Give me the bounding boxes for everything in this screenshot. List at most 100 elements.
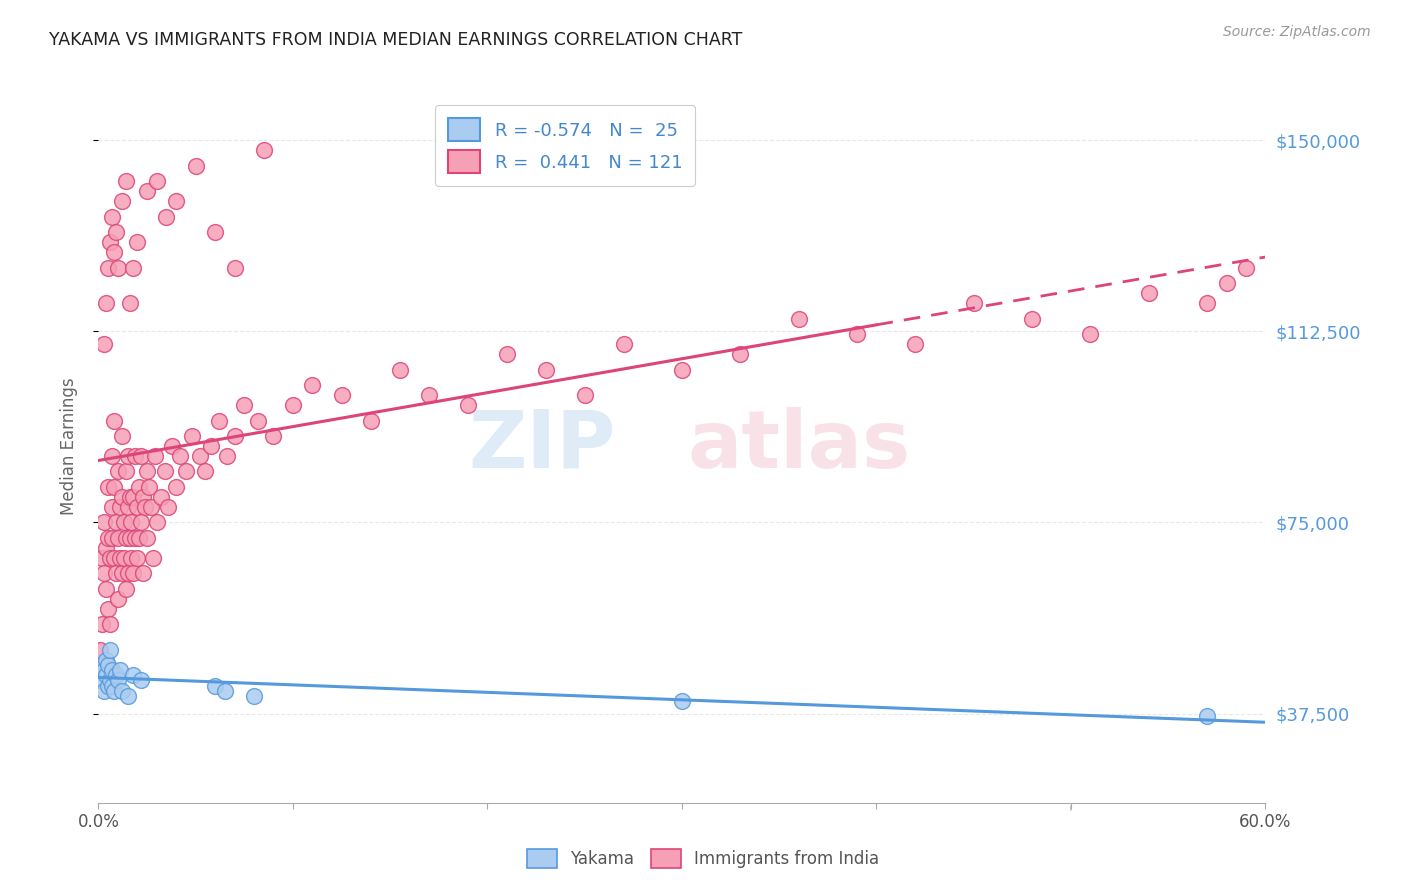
- Point: [117, 689, 139, 703]
- Point: [281, 398, 304, 412]
- Point: [165, 480, 187, 494]
- Point: [671, 362, 693, 376]
- Point: [104, 225, 127, 239]
- Point: [138, 480, 160, 494]
- Point: [97, 531, 120, 545]
- Point: [98, 551, 121, 566]
- Point: [904, 337, 927, 351]
- Text: ZIP: ZIP: [468, 407, 616, 485]
- Point: [93, 516, 115, 530]
- Point: [98, 617, 121, 632]
- Point: [103, 683, 125, 698]
- Point: [121, 551, 143, 566]
- Point: [200, 439, 222, 453]
- Point: [165, 194, 187, 209]
- Point: [101, 449, 124, 463]
- Point: [89, 673, 111, 688]
- Point: [112, 516, 135, 530]
- Point: [91, 551, 114, 566]
- Point: [101, 679, 124, 693]
- Point: [112, 551, 135, 566]
- Point: [111, 490, 134, 504]
- Point: [96, 582, 118, 596]
- Point: [111, 429, 134, 443]
- Point: [96, 541, 118, 555]
- Point: [143, 449, 166, 463]
- Point: [215, 449, 238, 463]
- Point: [224, 260, 246, 275]
- Point: [233, 398, 256, 412]
- Point: [107, 531, 129, 545]
- Point: [114, 174, 136, 188]
- Point: [111, 566, 134, 581]
- Point: [104, 668, 127, 682]
- Point: [117, 500, 139, 515]
- Point: [97, 480, 120, 494]
- Point: [146, 174, 169, 188]
- Point: [127, 235, 149, 249]
- Point: [671, 694, 693, 708]
- Point: [208, 413, 231, 427]
- Point: [103, 245, 125, 260]
- Point: [136, 465, 159, 479]
- Point: [846, 326, 869, 341]
- Point: [496, 347, 519, 361]
- Point: [129, 516, 152, 530]
- Point: [132, 566, 155, 581]
- Point: [136, 531, 159, 545]
- Point: [204, 679, 226, 693]
- Point: [139, 500, 162, 515]
- Point: [101, 531, 124, 545]
- Point: [262, 429, 284, 443]
- Point: [136, 184, 159, 198]
- Point: [129, 673, 152, 688]
- Point: [108, 663, 131, 677]
- Point: [360, 413, 382, 427]
- Point: [101, 663, 124, 677]
- Point: [142, 551, 165, 566]
- Point: [114, 531, 136, 545]
- Text: YAKAMA VS IMMIGRANTS FROM INDIA MEDIAN EARNINGS CORRELATION CHART: YAKAMA VS IMMIGRANTS FROM INDIA MEDIAN E…: [49, 31, 742, 49]
- Point: [93, 337, 115, 351]
- Point: [127, 500, 149, 515]
- Point: [97, 602, 120, 616]
- Point: [1195, 709, 1218, 723]
- Point: [98, 673, 121, 688]
- Point: [93, 683, 115, 698]
- Point: [730, 347, 752, 361]
- Point: [534, 362, 557, 376]
- Point: [124, 449, 146, 463]
- Point: [97, 260, 120, 275]
- Point: [97, 679, 120, 693]
- Point: [93, 663, 115, 677]
- Point: [204, 225, 226, 239]
- Point: [118, 296, 141, 310]
- Point: [127, 551, 149, 566]
- Point: [122, 566, 145, 581]
- Point: [107, 673, 129, 688]
- Legend: R = -0.574   N =  25, R =  0.441   N = 121: R = -0.574 N = 25, R = 0.441 N = 121: [436, 105, 695, 186]
- Point: [128, 480, 150, 494]
- Point: [155, 210, 177, 224]
- Point: [188, 449, 211, 463]
- Point: [574, 388, 596, 402]
- Point: [214, 683, 236, 698]
- Point: [146, 516, 169, 530]
- Point: [224, 429, 246, 443]
- Point: [107, 260, 129, 275]
- Point: [1137, 286, 1160, 301]
- Point: [301, 377, 323, 392]
- Point: [122, 260, 145, 275]
- Point: [108, 500, 131, 515]
- Point: [174, 465, 197, 479]
- Point: [98, 235, 121, 249]
- Point: [103, 551, 125, 566]
- Point: [122, 668, 145, 682]
- Point: [103, 413, 125, 427]
- Point: [1234, 260, 1257, 275]
- Point: [93, 566, 115, 581]
- Point: [121, 516, 143, 530]
- Text: Source: ZipAtlas.com: Source: ZipAtlas.com: [1223, 25, 1371, 39]
- Point: [180, 429, 202, 443]
- Point: [108, 551, 131, 566]
